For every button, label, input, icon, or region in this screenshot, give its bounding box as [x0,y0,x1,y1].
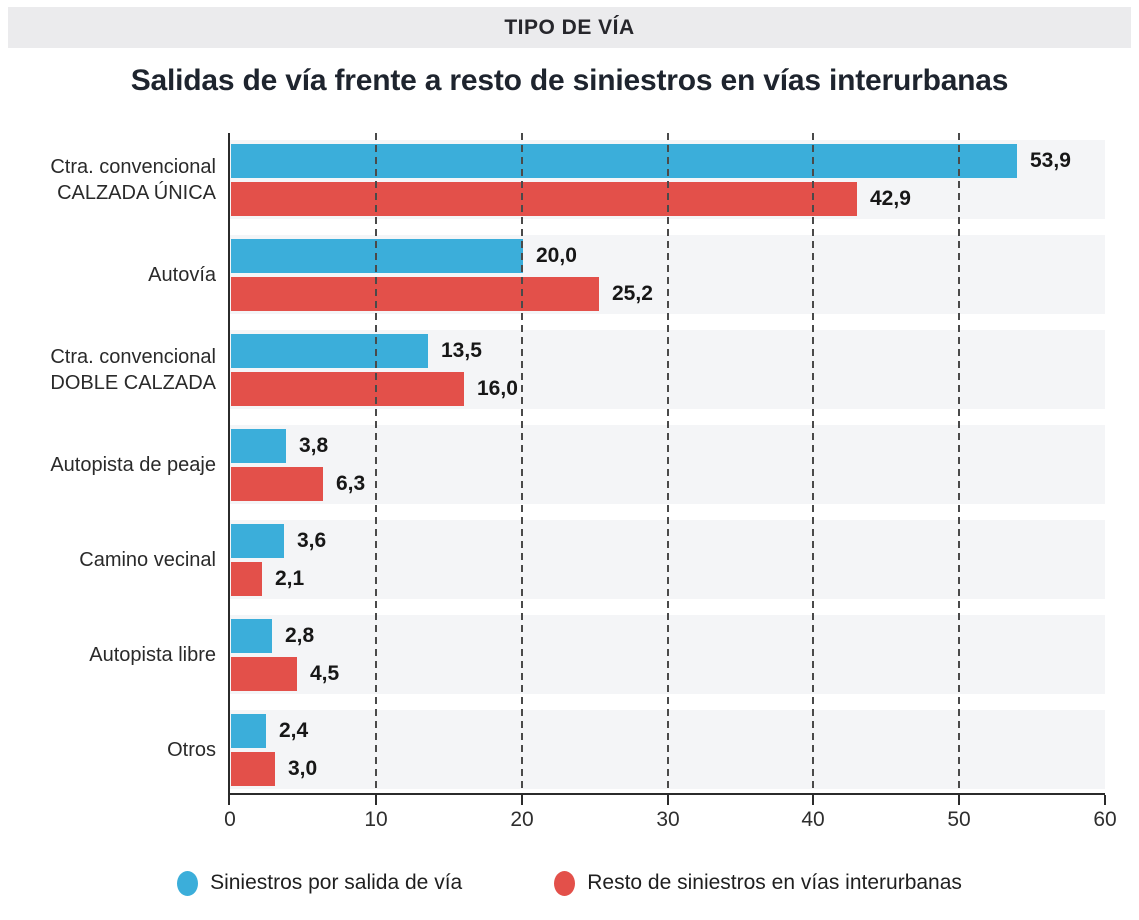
category-label: Camino vecinal [0,520,216,599]
x-axis-tick-label: 30 [656,808,680,831]
x-axis-tick-mark [958,795,960,805]
bar-value-label: 2,4 [279,719,309,742]
x-axis-tick-label: 50 [947,808,971,831]
x-axis-tick-mark [812,795,814,805]
x-axis-tick-mark [521,795,523,805]
bar-salida-de-via [231,239,523,273]
header-band: TIPO DE VÍA [8,7,1131,48]
bar-resto-siniestros [231,467,323,501]
x-axis-tick-mark [228,795,230,805]
bar-salida-de-via [231,524,284,558]
bar-value-label: 4,5 [310,662,340,685]
gridline [812,133,814,793]
gridline [667,133,669,793]
y-axis-line [228,133,230,795]
bar-resto-siniestros [231,372,464,406]
category-label: Ctra. convencional CALZADA ÚNICA [0,140,216,219]
x-axis-tick-mark [667,795,669,805]
category-label-line: Autopista de peaje [50,453,216,476]
category-label-line: Ctra. convencional [50,345,216,368]
bar-value-label: 13,5 [441,339,482,362]
bar-salida-de-via [231,144,1017,178]
bar-value-label: 2,1 [275,567,305,590]
category-label-line: Autovía [148,263,216,286]
header-band-label: TIPO DE VÍA [504,15,635,39]
bar-value-label: 42,9 [870,187,911,210]
legend-item: Siniestros por salida de vía [177,870,463,896]
category-label: Autopista de peaje [0,425,216,504]
chart-title: Salidas de vía frente a resto de siniest… [130,64,1009,97]
category-label-line: Otros [167,738,216,761]
bar-resto-siniestros [231,562,262,596]
category-label-line: Autopista libre [89,643,216,666]
legend-item: Resto de siniestros en vías interurbanas [554,870,962,896]
bar-salida-de-via [231,619,272,653]
gridline [521,133,523,793]
x-axis-tick-label: 10 [364,808,388,831]
bar-salida-de-via [231,714,266,748]
legend-dot-icon [554,870,576,896]
legend: Siniestros por salida de vía Resto de sin… [0,864,1139,902]
x-axis-tick-mark [375,795,377,805]
bar-value-label: 25,2 [612,282,653,305]
bar-resto-siniestros [231,277,599,311]
legend-label: Resto de siniestros en vías interurbanas [587,871,962,894]
category-label-line: Camino vecinal [79,548,216,571]
bar-value-label: 3,6 [297,529,327,552]
bar-salida-de-via [231,429,286,463]
bar-value-label: 16,0 [477,377,518,400]
category-label: Ctra. convencional DOBLE CALZADA [0,330,216,409]
x-axis-tick-label: 20 [510,808,534,831]
bar-resto-siniestros [231,657,297,691]
bar-resto-siniestros [231,752,275,786]
gridline [958,133,960,793]
legend-dot-icon [177,870,199,896]
category-label: Otros [0,710,216,789]
gridline [375,133,377,793]
x-axis-tick-label: 40 [801,808,825,831]
bar-value-label: 3,8 [299,434,329,457]
category-label: Autovía [0,235,216,314]
bar-value-label: 20,0 [536,244,577,267]
category-label-line: CALZADA ÚNICA [57,181,216,204]
category-label: Autopista libre [0,615,216,694]
bar-value-label: 6,3 [336,472,366,495]
bar-value-label: 3,0 [288,757,318,780]
category-label-line: Ctra. convencional [50,155,216,178]
bar-resto-siniestros [231,182,857,216]
bar-value-label: 53,9 [1030,149,1071,172]
bar-value-label: 2,8 [285,624,315,647]
x-axis-tick-label: 60 [1093,808,1117,831]
category-label-line: DOBLE CALZADA [50,371,216,394]
x-axis-line [228,793,1105,795]
bar-salida-de-via [231,334,428,368]
legend-label: Siniestros por salida de vía [210,871,463,894]
x-axis-tick-label: 0 [224,808,236,831]
x-axis-tick-mark [1104,795,1106,805]
